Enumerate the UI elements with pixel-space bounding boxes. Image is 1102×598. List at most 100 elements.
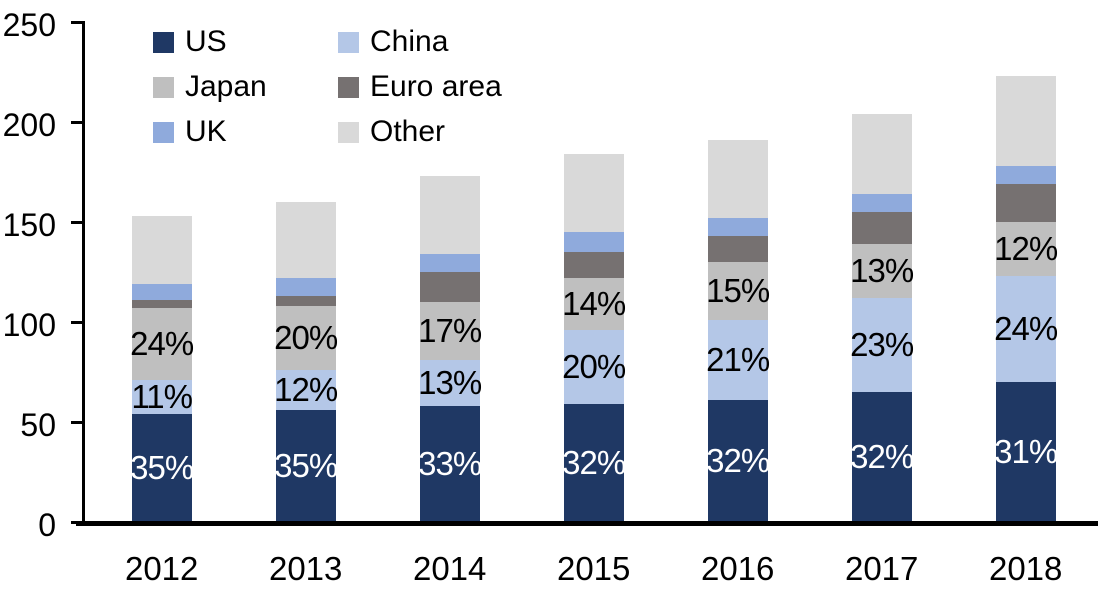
bar-segment-other xyxy=(851,114,912,194)
bar-segment-us xyxy=(275,410,336,522)
bar-segment-china xyxy=(707,320,768,400)
bar-segment-japan xyxy=(131,308,192,380)
y-tick-label: 250 xyxy=(2,7,56,43)
y-tick-label: 200 xyxy=(2,107,56,143)
bar-segment-euro-area xyxy=(131,300,192,308)
bar-segment-euro-area xyxy=(419,272,480,302)
segment-value-label: 31% xyxy=(994,433,1058,470)
x-tick-label: 2017 xyxy=(844,550,919,587)
segment-value-label: 24% xyxy=(994,310,1058,347)
y-tick-label: 50 xyxy=(20,407,56,443)
x-tick-label: 2015 xyxy=(556,550,631,587)
segment-value-label: 12% xyxy=(274,371,338,408)
bar-segment-uk xyxy=(131,284,192,300)
bar-segment-us xyxy=(851,392,912,522)
segment-value-label: 23% xyxy=(850,326,914,363)
y-tick-mark xyxy=(71,220,83,224)
legend-label: Euro area xyxy=(370,70,502,103)
legend-item-euro-area: Euro area xyxy=(338,72,502,102)
bar-segment-other xyxy=(419,176,480,254)
bar-segment-japan xyxy=(419,302,480,360)
legend-swatch-icon xyxy=(153,76,174,98)
legend-swatch-icon xyxy=(153,31,174,53)
x-tick-label: 2014 xyxy=(412,550,487,587)
legend-label: US xyxy=(185,25,227,58)
bar-segment-uk xyxy=(275,278,336,296)
x-tick-label: 2018 xyxy=(988,550,1063,587)
x-tick-label: 2013 xyxy=(268,550,343,587)
segment-value-label: 32% xyxy=(562,444,626,481)
segment-value-label: 15% xyxy=(706,272,770,309)
legend-label: UK xyxy=(185,115,227,148)
bar-segment-euro-area xyxy=(563,252,624,278)
segment-value-label: 13% xyxy=(850,252,914,289)
legend-item-other: Other xyxy=(338,117,445,147)
bar-segment-euro-area xyxy=(275,296,336,306)
bar-segment-us xyxy=(707,400,768,522)
bar-segment-uk xyxy=(419,254,480,272)
bar-segment-other xyxy=(131,216,192,284)
bar-segment-other xyxy=(275,202,336,278)
bar-segment-china xyxy=(419,360,480,406)
bar-segment-china xyxy=(131,380,192,414)
y-tick-label: 100 xyxy=(2,307,56,343)
segment-value-label: 33% xyxy=(418,445,482,482)
y-tick-mark xyxy=(71,20,83,24)
bar-segment-china xyxy=(563,330,624,404)
segment-value-label: 12% xyxy=(994,230,1058,267)
segment-value-label: 21% xyxy=(706,341,770,378)
y-axis-line xyxy=(82,21,85,524)
y-tick-mark xyxy=(71,120,83,124)
legend-label: Other xyxy=(370,115,446,148)
bar-segment-other xyxy=(563,154,624,232)
segment-value-label: 13% xyxy=(418,364,482,401)
legend-item-us: US xyxy=(153,27,227,57)
y-tick-mark xyxy=(71,320,83,324)
bar-segment-us xyxy=(131,414,192,522)
bar-segment-uk xyxy=(707,218,768,236)
bar-segment-us xyxy=(563,404,624,522)
x-tick-label: 2016 xyxy=(700,550,775,587)
segment-value-label: 35% xyxy=(130,449,194,486)
segment-value-label: 35% xyxy=(274,447,338,484)
x-tick-label: 2012 xyxy=(124,550,199,587)
legend-item-japan: Japan xyxy=(153,72,267,102)
legend-item-china: China xyxy=(338,27,448,57)
segment-value-label: 32% xyxy=(850,438,914,475)
bar-segment-china xyxy=(995,276,1056,382)
bar-segment-japan xyxy=(563,278,624,330)
bar-segment-uk xyxy=(995,166,1056,184)
bar-segment-other xyxy=(995,76,1056,166)
bar-segment-japan xyxy=(275,306,336,370)
segment-value-label: 20% xyxy=(274,319,338,356)
bar-segment-us xyxy=(995,382,1056,522)
segment-value-label: 11% xyxy=(131,378,193,415)
bar-segment-japan xyxy=(851,244,912,298)
bar-segment-japan xyxy=(995,222,1056,276)
legend-item-uk: UK xyxy=(153,117,227,147)
bar-segment-euro-area xyxy=(995,184,1056,222)
legend-swatch-icon xyxy=(153,121,174,143)
legend-swatch-icon xyxy=(338,121,359,143)
bar-segment-euro-area xyxy=(707,236,768,262)
x-axis-line xyxy=(76,521,1098,526)
legend-label: Japan xyxy=(185,70,267,103)
segment-value-label: 32% xyxy=(706,442,770,479)
bar-segment-china xyxy=(851,298,912,392)
y-tick-mark xyxy=(71,420,83,424)
segment-value-label: 17% xyxy=(418,312,482,349)
segment-value-label: 14% xyxy=(562,285,626,322)
bar-segment-euro-area xyxy=(851,212,912,244)
y-tick-label: 150 xyxy=(2,207,56,243)
legend-swatch-icon xyxy=(338,76,359,98)
y-tick-label: 0 xyxy=(38,507,56,543)
bar-segment-us xyxy=(419,406,480,522)
segment-value-label: 24% xyxy=(130,325,194,362)
bar-segment-uk xyxy=(851,194,912,212)
legend-label: China xyxy=(370,25,449,58)
bar-segment-china xyxy=(275,370,336,410)
legend-swatch-icon xyxy=(338,31,359,53)
bar-segment-japan xyxy=(707,262,768,320)
bar-segment-uk xyxy=(563,232,624,252)
